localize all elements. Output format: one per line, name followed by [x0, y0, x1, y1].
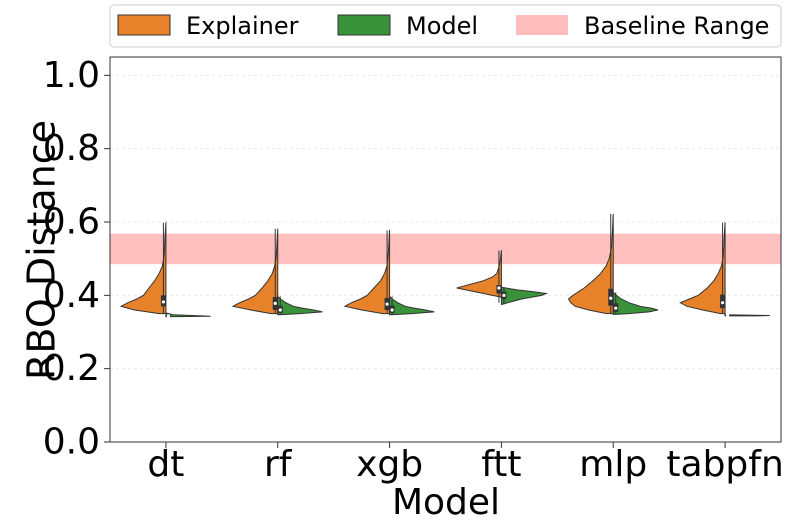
x-tick-label-dt: dt	[147, 444, 184, 485]
violin-explainer-rf	[231, 228, 279, 315]
violin-explainer-dt	[119, 221, 167, 315]
plot-frame	[109, 56, 782, 443]
median-marker-model-xgb	[390, 308, 394, 312]
median-marker-model-ftt	[502, 293, 506, 297]
median-marker-explainer-ftt	[497, 286, 501, 290]
median-marker-explainer-xgb	[385, 302, 389, 306]
baseline-range-band-group	[110, 233, 781, 265]
median-marker-explainer-mlp	[609, 296, 613, 300]
baseline-range-band	[110, 233, 781, 265]
median-marker-model-dt	[166, 314, 171, 318]
legend-swatch-baseline	[516, 15, 568, 35]
legend-label-model: Model	[406, 12, 478, 40]
violin-model-xgb	[389, 296, 435, 316]
y-tick-label: 0.4	[43, 275, 100, 316]
y-tick-label: 0.0	[43, 422, 100, 463]
legend-swatch-explainer	[117, 14, 171, 36]
violins	[119, 213, 770, 318]
legend-label-baseline: Baseline Range	[584, 12, 769, 40]
y-tick-label: 0.6	[43, 202, 100, 243]
y-tick-label: 0.2	[43, 348, 100, 389]
median-marker-model-tabpfn	[725, 313, 730, 318]
x-axis-ticks: dt rf xgb ftt mlp tabpfn	[147, 442, 784, 485]
median-marker-explainer-tabpfn	[720, 301, 725, 305]
legend-label-explainer: Explainer	[186, 12, 299, 40]
legend-frame	[109, 4, 782, 48]
violin-model-rf	[277, 295, 323, 316]
violin-model-ftt	[500, 286, 549, 305]
violin-explainer-mlp	[567, 213, 614, 315]
y-tick-label: 1.0	[43, 55, 100, 96]
violin-explainer-ftt	[456, 250, 503, 298]
x-tick-label-rf: rf	[264, 444, 293, 485]
legend-swatch-model	[337, 14, 391, 36]
violin-model-tabpfn	[723, 313, 770, 317]
x-tick-label-xgb: xgb	[356, 444, 423, 485]
x-axis-label: Model	[392, 482, 500, 523]
legend: Explainer Model Baseline Range	[109, 4, 782, 48]
x-tick-label-mlp: mlp	[579, 444, 647, 485]
y-tick-label: 0.8	[43, 128, 100, 169]
y-axis-label: RBO Distance	[20, 120, 64, 380]
violin-model-dt	[165, 312, 211, 318]
violin-explainer-tabpfn	[679, 221, 726, 315]
violin-explainer-xgb	[343, 229, 391, 315]
median-marker-explainer-rf	[273, 301, 277, 305]
x-tick-label-ftt: ftt	[481, 444, 521, 485]
x-tick-label-tabpfn: tabpfn	[666, 444, 783, 485]
median-marker-model-mlp	[614, 306, 618, 310]
median-marker-explainer-dt	[161, 300, 166, 304]
median-marker-model-rf	[278, 308, 282, 312]
y-axis-ticks: 0.0 0.2 0.4 0.6 0.8 1.0	[43, 55, 110, 463]
